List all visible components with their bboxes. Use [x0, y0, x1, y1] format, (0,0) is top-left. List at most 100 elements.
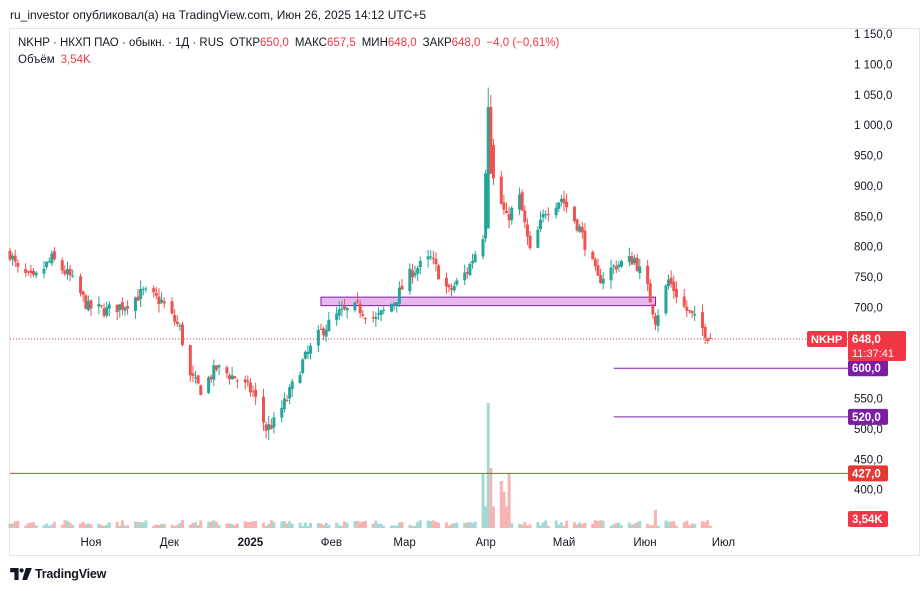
volume-bar	[8, 523, 12, 528]
volume-bar	[489, 468, 493, 528]
volume-bar	[646, 523, 650, 528]
volume-bar	[60, 524, 64, 528]
volume-bar	[209, 521, 213, 528]
legend-high-value: 657,5	[326, 37, 356, 49]
volume-bar	[235, 523, 239, 528]
volume-value-tag	[848, 511, 888, 527]
volume-bar	[254, 520, 258, 528]
candle-body	[290, 381, 294, 390]
candle-body	[426, 256, 430, 260]
volume-bar	[580, 523, 584, 528]
candle-body	[188, 345, 192, 376]
publish-header: ru_investor опубликовал(а) на TradingVie…	[0, 0, 921, 28]
volume-bar	[413, 525, 417, 528]
volume-bar	[633, 523, 637, 528]
volume-bar	[120, 520, 124, 528]
candle-body	[390, 304, 394, 312]
volume-bar	[47, 525, 51, 528]
candle-body	[324, 329, 328, 337]
last-price-tag	[848, 331, 906, 362]
footer-brand[interactable]: TradingView	[35, 567, 107, 581]
volume-bar	[431, 520, 435, 528]
candle-body	[491, 145, 495, 179]
candle-body	[630, 256, 634, 265]
volume-bar	[690, 523, 694, 528]
volume-bar	[510, 523, 514, 528]
candle-body	[444, 277, 448, 287]
level-price-tag	[848, 360, 888, 377]
volume-bar	[102, 525, 106, 528]
volume-bar	[664, 520, 668, 528]
tradingview-logo-icon[interactable]	[10, 568, 32, 580]
volume-bar	[261, 522, 265, 528]
candle-body	[316, 330, 320, 346]
candle-body	[71, 275, 75, 277]
volume-bar	[230, 524, 234, 528]
x-tick-label: Дек	[160, 537, 180, 549]
volume-bar	[379, 523, 383, 528]
y-tick-label: 950,0	[854, 151, 883, 163]
candle-body	[230, 375, 234, 380]
volume-bar	[638, 520, 642, 528]
candle-body	[81, 291, 85, 295]
volume-bar	[194, 522, 198, 528]
volume-bar	[154, 524, 158, 528]
candle-body	[601, 278, 605, 284]
volume-bar	[416, 521, 420, 528]
candle-body	[34, 272, 38, 276]
candle-body	[523, 210, 527, 223]
legend-volume-label[interactable]: Объём	[18, 54, 55, 66]
candle-body	[141, 288, 145, 290]
volume-bar	[139, 521, 143, 528]
candle-body	[107, 304, 111, 309]
support-zone[interactable]	[320, 296, 656, 307]
candle-body	[400, 285, 404, 290]
volume-bar	[251, 521, 255, 528]
candle-body	[489, 106, 493, 174]
symbol-tag-label: NKHP	[811, 334, 842, 346]
volume-bar	[29, 522, 33, 528]
volume-bar	[669, 522, 673, 528]
volume-bar	[609, 525, 613, 528]
volume-bar	[593, 520, 597, 528]
volume-bar	[554, 520, 558, 528]
candle-body	[452, 285, 456, 291]
volume-bar	[507, 473, 511, 528]
candle-body	[60, 260, 64, 271]
candle-body	[120, 302, 124, 310]
candle-body	[65, 269, 69, 275]
volume-bar	[596, 521, 600, 528]
volume-bar	[34, 525, 38, 528]
volume-bar	[390, 525, 394, 528]
candle-body	[162, 301, 166, 304]
volume-bar	[327, 524, 331, 528]
volume-bar	[617, 522, 621, 528]
legend-symbol[interactable]: NKHP · НКХП ПАО · обыкн. · 1Д · RUS	[18, 37, 224, 49]
candle-body	[337, 309, 341, 316]
candle-body	[207, 377, 211, 393]
candle-body	[583, 230, 587, 250]
volume-bar	[392, 525, 396, 528]
candle-body	[45, 261, 49, 268]
volume-bar	[452, 523, 456, 528]
volume-bar	[335, 522, 339, 528]
candle-body	[86, 300, 90, 311]
candle-body	[376, 313, 380, 315]
volume-bar	[376, 523, 380, 528]
y-tick-label: 850,0	[854, 211, 883, 223]
volume-bar	[687, 525, 691, 528]
candle-body	[562, 198, 566, 204]
chart-frame[interactable]	[9, 28, 920, 556]
candle-body	[392, 303, 396, 305]
volume-bar	[518, 523, 522, 528]
y-tick-label: 500,0	[854, 424, 883, 436]
candle-body	[89, 300, 93, 309]
volume-bar	[97, 523, 101, 528]
candle-body	[251, 391, 255, 393]
volume-bar	[400, 521, 404, 528]
volume-bar	[248, 521, 252, 528]
volume-bar	[382, 525, 386, 528]
volume-bar	[601, 520, 605, 528]
volume-bar	[81, 521, 85, 528]
